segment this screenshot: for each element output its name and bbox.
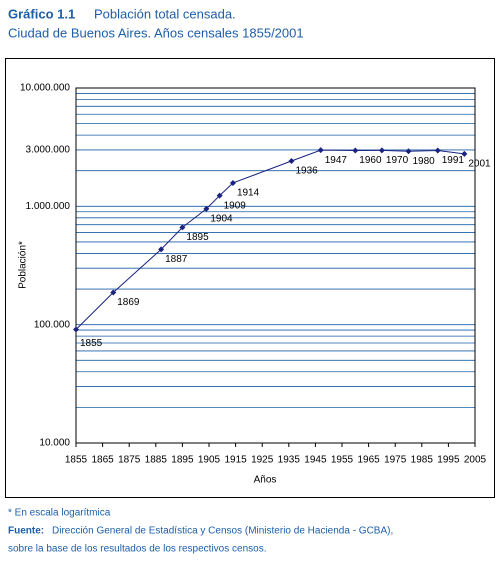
data-label: 1909: [224, 200, 247, 211]
y-tick-label: 1.000.000: [26, 201, 71, 212]
chart-subtitle: Ciudad de Buenos Aires. Años censales 18…: [8, 25, 304, 40]
x-tick-label: 1945: [304, 455, 327, 466]
data-label: 1887: [165, 254, 188, 265]
data-point: [229, 179, 236, 186]
x-tick-label: 1975: [384, 455, 407, 466]
chart-title: Población total censada.: [94, 6, 236, 21]
y-tick-label: 100.000: [34, 319, 71, 330]
data-point: [179, 224, 186, 231]
x-tick-label: 1915: [224, 455, 247, 466]
data-label: 1904: [210, 214, 233, 225]
y-tick-label: 10.000: [39, 438, 70, 449]
y-tick-label: 10.000.000: [20, 83, 70, 94]
y-tick-label: 3.000.000: [26, 145, 71, 156]
x-tick-label: 2005: [464, 455, 487, 466]
x-tick-label: 1885: [145, 455, 168, 466]
chart-frame: [5, 58, 495, 498]
data-label: 1936: [295, 166, 318, 177]
data-point: [405, 148, 412, 155]
data-label: 2001: [468, 159, 491, 170]
x-tick-label: 1855: [65, 455, 88, 466]
data-label: 1914: [237, 188, 260, 199]
data-point: [352, 147, 359, 154]
data-label: 1855: [80, 338, 103, 349]
y-axis-title: Población*: [18, 241, 29, 289]
x-tick-label: 1875: [118, 455, 141, 466]
data-point: [378, 147, 385, 154]
data-point: [288, 158, 295, 165]
data-label: 1980: [413, 156, 436, 167]
x-tick-label: 1935: [278, 455, 301, 466]
data-label: 1869: [117, 297, 140, 308]
x-tick-label: 1955: [331, 455, 354, 466]
x-tick-label: 1865: [91, 455, 114, 466]
plot-frame: [75, 87, 476, 444]
source-text: Dirección General de Estadística y Censo…: [52, 526, 393, 537]
data-point: [73, 326, 79, 333]
data-label: 1960: [359, 155, 382, 166]
data-label: 1970: [386, 155, 409, 166]
x-tick-label: 1905: [198, 455, 221, 466]
data-point: [434, 147, 441, 154]
series-line: [75, 149, 465, 330]
source-text: sobre la base de los resultados de los r…: [8, 544, 266, 555]
x-tick-label: 1925: [251, 455, 274, 466]
source-label: Fuente:: [8, 526, 44, 537]
chart-number: Gráfico 1.1: [8, 6, 75, 21]
data-point: [203, 205, 210, 212]
x-tick-label: 1895: [171, 455, 194, 466]
data-point: [110, 289, 117, 296]
data-point: [216, 192, 223, 199]
x-tick-label: 1995: [437, 455, 460, 466]
data-label: 1991: [442, 155, 465, 166]
x-tick-label: 1985: [411, 455, 434, 466]
x-axis-title: Años: [254, 475, 277, 486]
data-label: 1947: [325, 155, 348, 166]
data-label: 1895: [186, 232, 209, 243]
data-point: [158, 246, 165, 253]
x-tick-label: 1965: [357, 455, 380, 466]
data-point: [461, 150, 468, 157]
footnote: * En escala logarítmica: [8, 508, 111, 519]
data-point: [317, 147, 324, 154]
